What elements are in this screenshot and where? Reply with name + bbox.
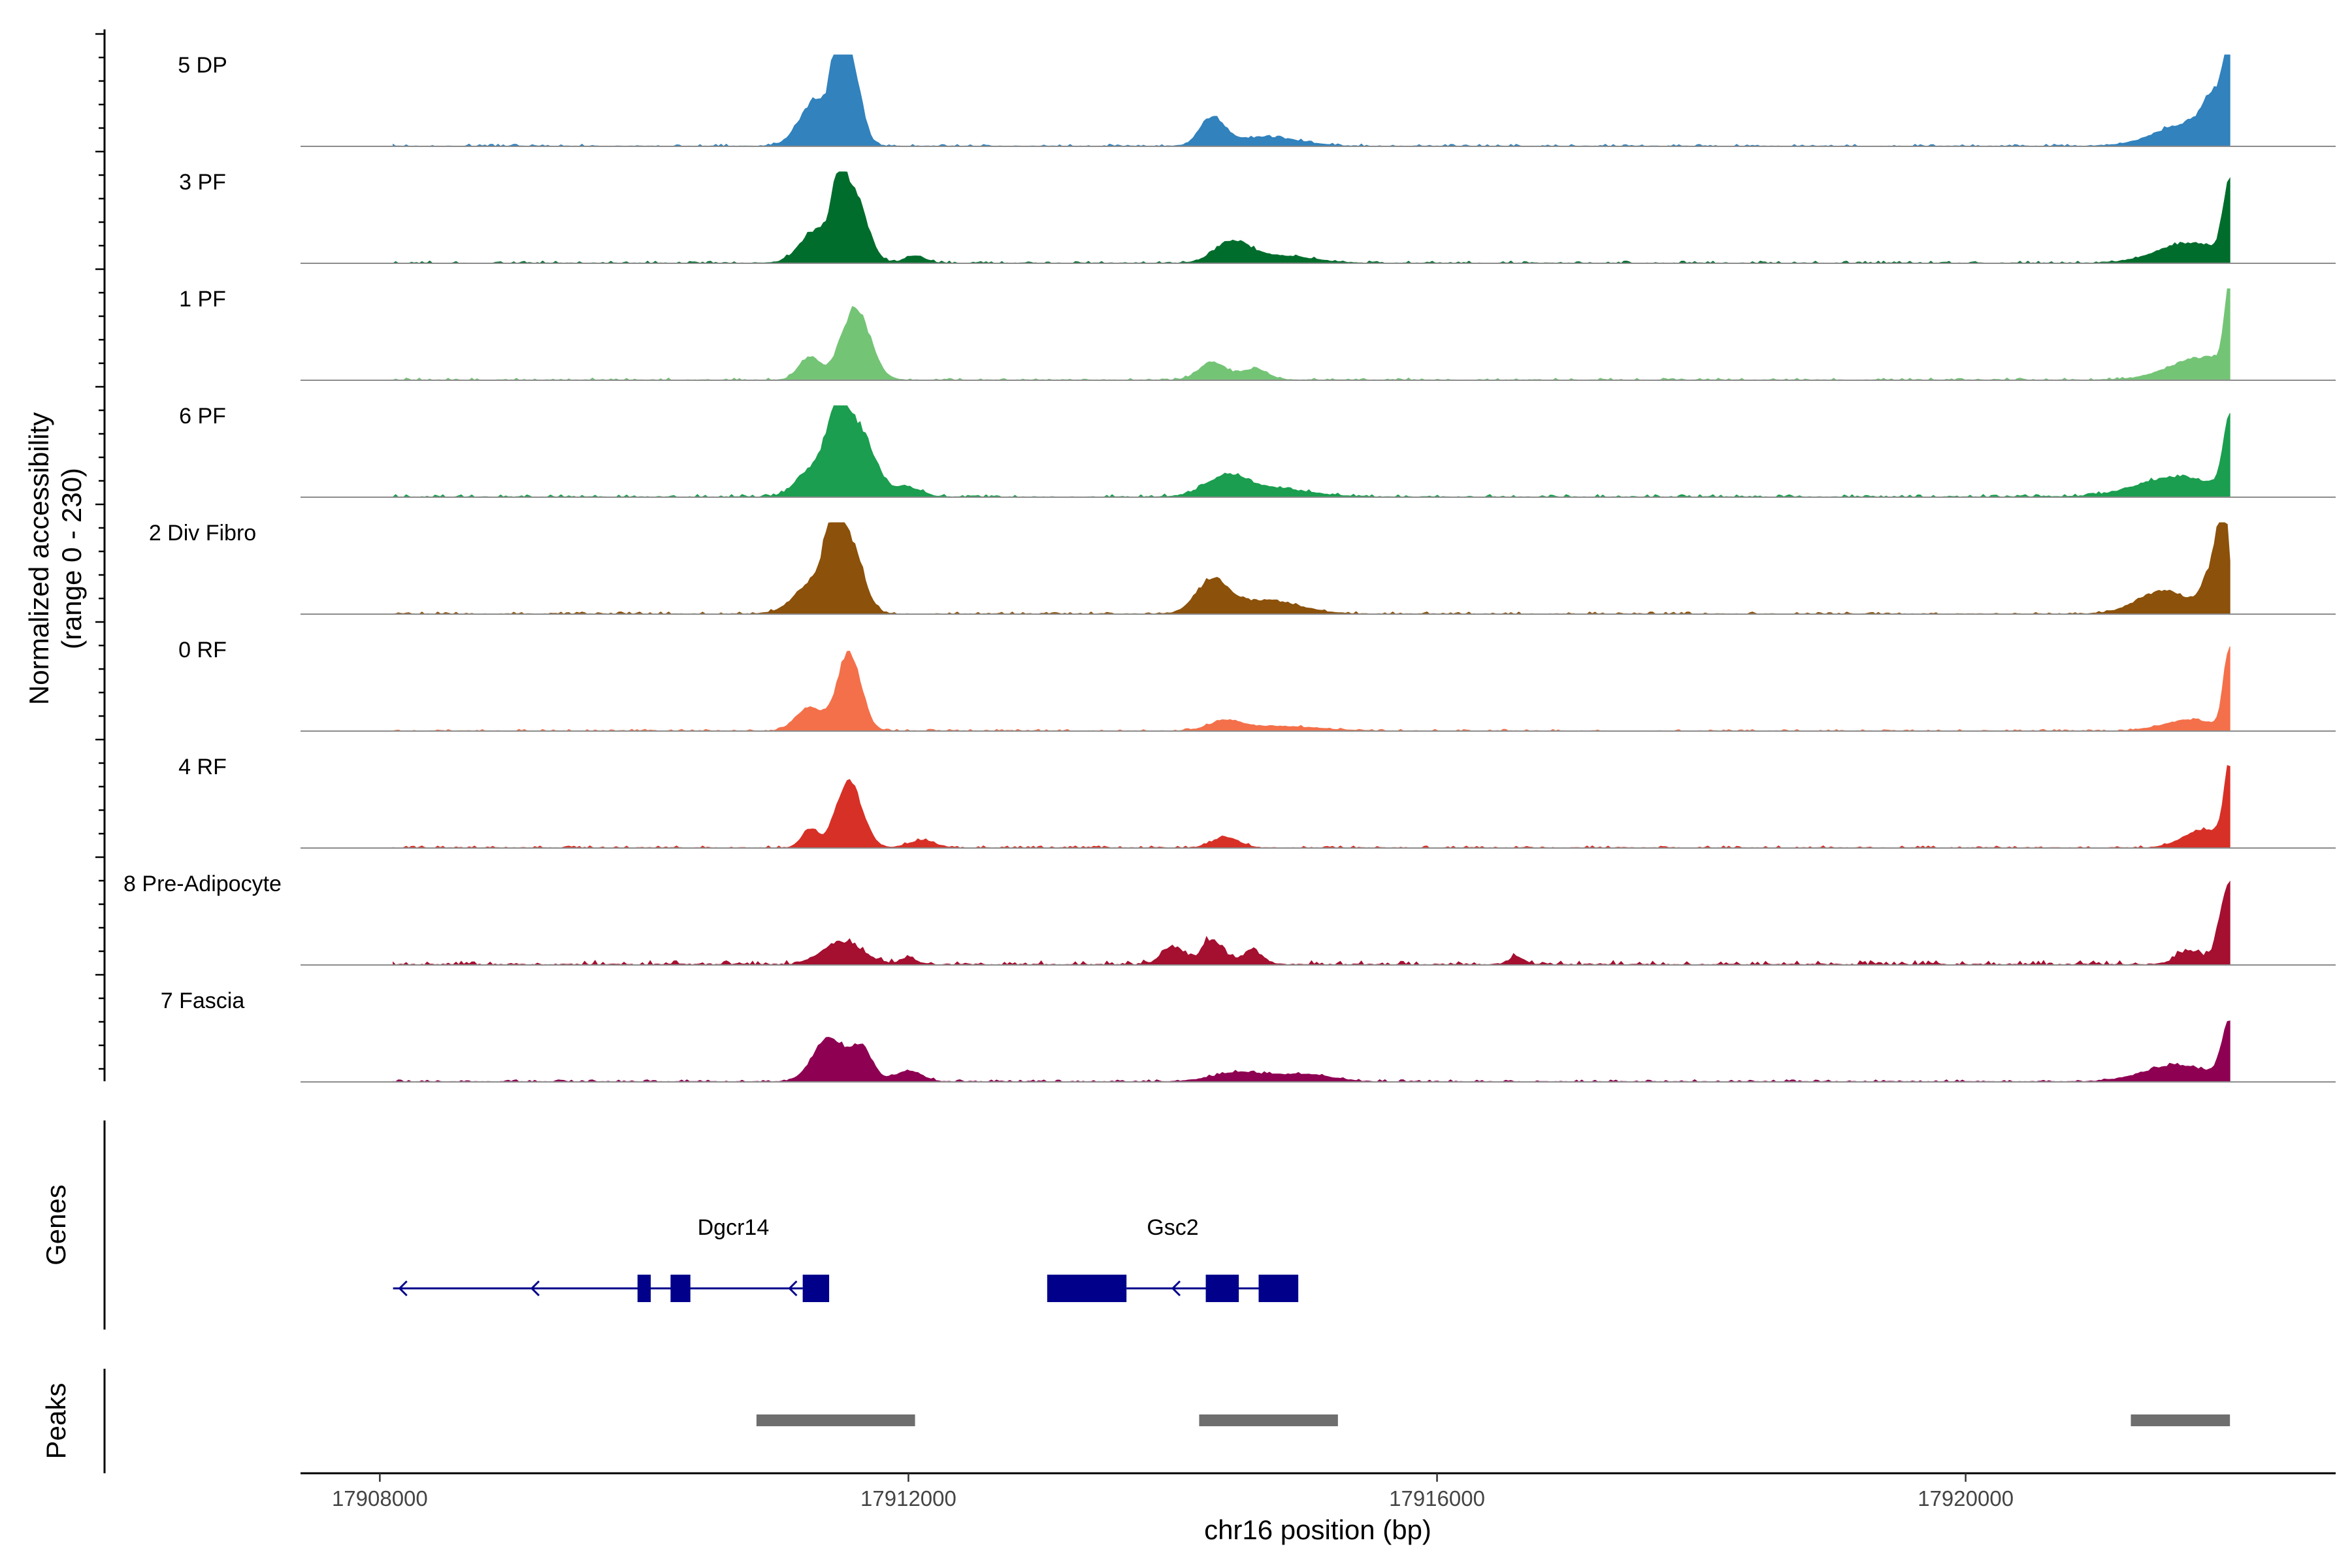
track-8-pre-adipocyte: 8 Pre-Adipocyte [123,872,2336,966]
y-axis-label: Normalized accessibility [24,412,54,705]
coverage-area [393,880,2230,966]
y-axis-ticks [95,33,105,1070]
gene-label: Dgcr14 [698,1215,770,1240]
x-tick-label: 17908000 [332,1486,428,1511]
coverage-area [393,765,2230,849]
track-label: 6 PF [179,404,226,429]
gene-exon [1047,1275,1127,1302]
track-5-dp: 5 DP [178,53,2336,147]
gene-models: Dgcr14 Gsc2 [393,1215,1299,1302]
x-tick-label: 17920000 [1918,1486,2014,1511]
gene-exon [637,1275,651,1302]
strand-arrow-icon [788,1280,798,1297]
track-label: 7 Fascia [161,988,245,1013]
gene-label: Gsc2 [1147,1215,1198,1240]
coverage-area [393,522,2230,615]
gene-gsc2: Gsc2 [1047,1215,1299,1302]
strand-arrow-icon [398,1280,408,1297]
peak-region [1199,1414,1338,1426]
coverage-y-axis: Normalized accessibility (range 0 - 230) [24,29,106,1081]
coverage-area [393,405,2230,498]
track-label: 4 RF [178,755,227,779]
strand-arrow-icon [530,1280,540,1297]
gene-exon [802,1275,830,1302]
coverage-tracks: 5 DP 3 PF 1 PF 6 PF 2 Div Fibro 0 RF 4 RF 8 Pre… [123,53,2336,1083]
track-label: 8 Pre-Adipocyte [123,872,282,896]
track-3-pf: 3 PF [179,170,2336,264]
gene-exon [1205,1275,1239,1302]
coverage-area [393,171,2230,264]
track-1-pf: 1 PF [179,287,2336,381]
strand-arrow-icon [1171,1280,1181,1297]
track-0-rf: 0 RF [178,638,2336,732]
x-tick-label: 17916000 [1389,1486,1485,1511]
peak-regions [756,1414,2230,1426]
peak-region [2131,1414,2230,1426]
genes-axis-label: Genes [41,1184,71,1266]
x-axis: 17908000 17912000 17916000 17920000 chr16 p… [301,1472,2336,1545]
x-tick-label: 17912000 [860,1486,956,1511]
genes-panel: Genes Dgcr14 Gsc2 [41,1120,1299,1330]
x-axis-ticks: 17908000 17912000 17916000 17920000 [332,1473,2014,1511]
track-label: 2 Div Fibro [149,521,256,546]
gene-exon [1258,1275,1299,1302]
peaks-axis-label: Peaks [41,1383,71,1460]
track-2-div-fibro: 2 Div Fibro [149,521,2336,615]
gene-exon [670,1275,691,1302]
y-axis-label-range: (range 0 - 230) [56,468,87,649]
peak-region [756,1414,915,1426]
track-6-pf: 6 PF [179,404,2336,498]
gene-dgcr14: Dgcr14 [393,1215,830,1302]
peaks-panel: Peaks [41,1369,2230,1473]
coverage-area [393,1020,2230,1083]
track-7-fascia: 7 Fascia [161,988,2336,1083]
x-axis-label: chr16 position (bp) [1204,1514,1431,1545]
track-label: 1 PF [179,287,226,312]
track-label: 3 PF [179,170,226,195]
track-label: 5 DP [178,53,227,78]
coverage-area [393,54,2230,147]
coverage-area [393,646,2230,732]
track-4-rf: 4 RF [178,755,2336,849]
coverage-area [393,288,2230,381]
track-label: 0 RF [178,638,227,662]
